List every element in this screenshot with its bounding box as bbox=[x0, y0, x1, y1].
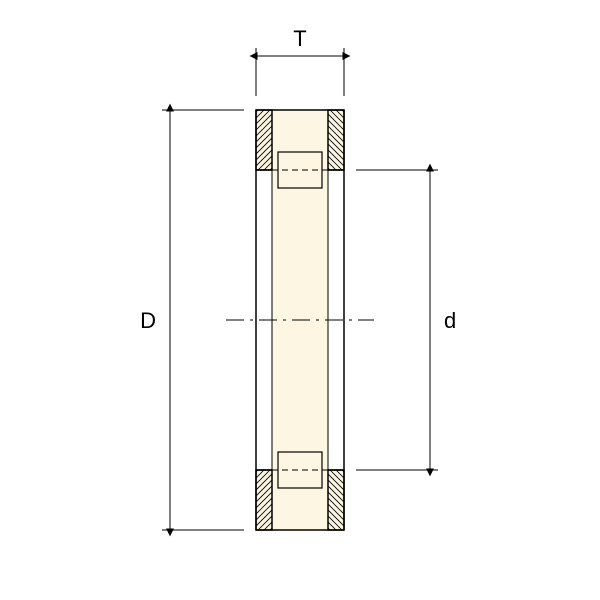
label-D: D bbox=[140, 308, 156, 333]
bearing-cross-section: T Dd bbox=[0, 0, 600, 600]
label-d: d bbox=[444, 308, 456, 333]
label-T: T bbox=[293, 26, 306, 51]
drawing-layer: T Dd bbox=[140, 26, 462, 530]
